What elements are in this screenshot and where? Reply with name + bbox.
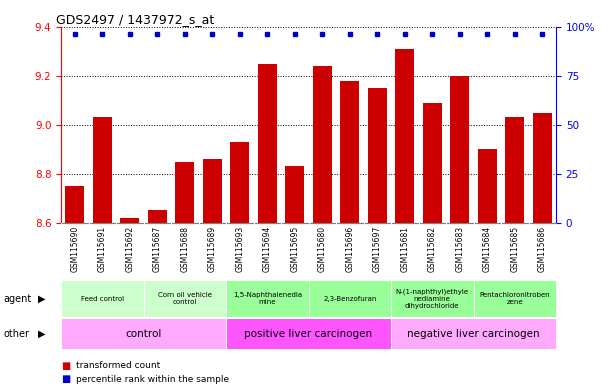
- Bar: [144, 280, 226, 317]
- Bar: [340, 81, 359, 223]
- Bar: [474, 280, 556, 317]
- Bar: [285, 166, 304, 223]
- Text: GSM115696: GSM115696: [345, 226, 354, 272]
- Text: agent: agent: [3, 293, 31, 304]
- Bar: [93, 118, 112, 223]
- Bar: [175, 162, 194, 223]
- Bar: [61, 280, 144, 317]
- Text: N-(1-naphthyl)ethyle
nediamine
dihydrochloride: N-(1-naphthyl)ethyle nediamine dihydroch…: [396, 288, 469, 309]
- Text: GDS2497 / 1437972_s_at: GDS2497 / 1437972_s_at: [56, 13, 214, 26]
- Bar: [61, 318, 226, 349]
- Bar: [391, 280, 474, 317]
- Bar: [258, 64, 277, 223]
- Text: percentile rank within the sample: percentile rank within the sample: [76, 375, 230, 384]
- Text: GSM115684: GSM115684: [483, 226, 492, 272]
- Bar: [148, 210, 167, 223]
- Text: GSM115682: GSM115682: [428, 226, 437, 271]
- Bar: [450, 76, 469, 223]
- Text: ▶: ▶: [38, 329, 45, 339]
- Text: Pentachloronitroben
zene: Pentachloronitroben zene: [480, 292, 550, 305]
- Text: negative liver carcinogen: negative liver carcinogen: [407, 329, 540, 339]
- Text: GSM115685: GSM115685: [510, 226, 519, 272]
- Text: other: other: [3, 329, 29, 339]
- Text: GSM115680: GSM115680: [318, 226, 327, 272]
- Text: GSM115681: GSM115681: [400, 226, 409, 271]
- Text: ■: ■: [61, 361, 70, 371]
- Text: 1,5-Naphthalenedia
mine: 1,5-Naphthalenedia mine: [233, 292, 302, 305]
- Text: positive liver carcinogen: positive liver carcinogen: [244, 329, 373, 339]
- Text: GSM115691: GSM115691: [98, 226, 107, 272]
- Text: GSM115683: GSM115683: [455, 226, 464, 272]
- Bar: [226, 280, 309, 317]
- Text: GSM115688: GSM115688: [180, 226, 189, 271]
- Bar: [65, 186, 84, 223]
- Text: 2,3-Benzofuran: 2,3-Benzofuran: [323, 296, 376, 301]
- Bar: [120, 218, 139, 223]
- Text: control: control: [125, 329, 162, 339]
- Text: GSM115697: GSM115697: [373, 226, 382, 272]
- Bar: [395, 49, 414, 223]
- Text: GSM115695: GSM115695: [290, 226, 299, 272]
- Bar: [505, 118, 524, 223]
- Bar: [478, 149, 497, 223]
- Text: ▶: ▶: [38, 293, 45, 304]
- Bar: [226, 318, 391, 349]
- Bar: [368, 88, 387, 223]
- Text: Corn oil vehicle
control: Corn oil vehicle control: [158, 292, 212, 305]
- Text: GSM115686: GSM115686: [538, 226, 547, 272]
- Bar: [533, 113, 552, 223]
- Bar: [313, 66, 332, 223]
- Text: GSM115693: GSM115693: [235, 226, 244, 272]
- Bar: [309, 280, 391, 317]
- Text: GSM115692: GSM115692: [125, 226, 134, 272]
- Text: GSM115689: GSM115689: [208, 226, 217, 272]
- Bar: [391, 318, 556, 349]
- Text: GSM115694: GSM115694: [263, 226, 272, 272]
- Text: Feed control: Feed control: [81, 296, 124, 301]
- Bar: [203, 159, 222, 223]
- Text: GSM115690: GSM115690: [70, 226, 79, 272]
- Text: GSM115687: GSM115687: [153, 226, 162, 272]
- Bar: [230, 142, 249, 223]
- Text: transformed count: transformed count: [76, 361, 161, 370]
- Text: ■: ■: [61, 374, 70, 384]
- Bar: [423, 103, 442, 223]
